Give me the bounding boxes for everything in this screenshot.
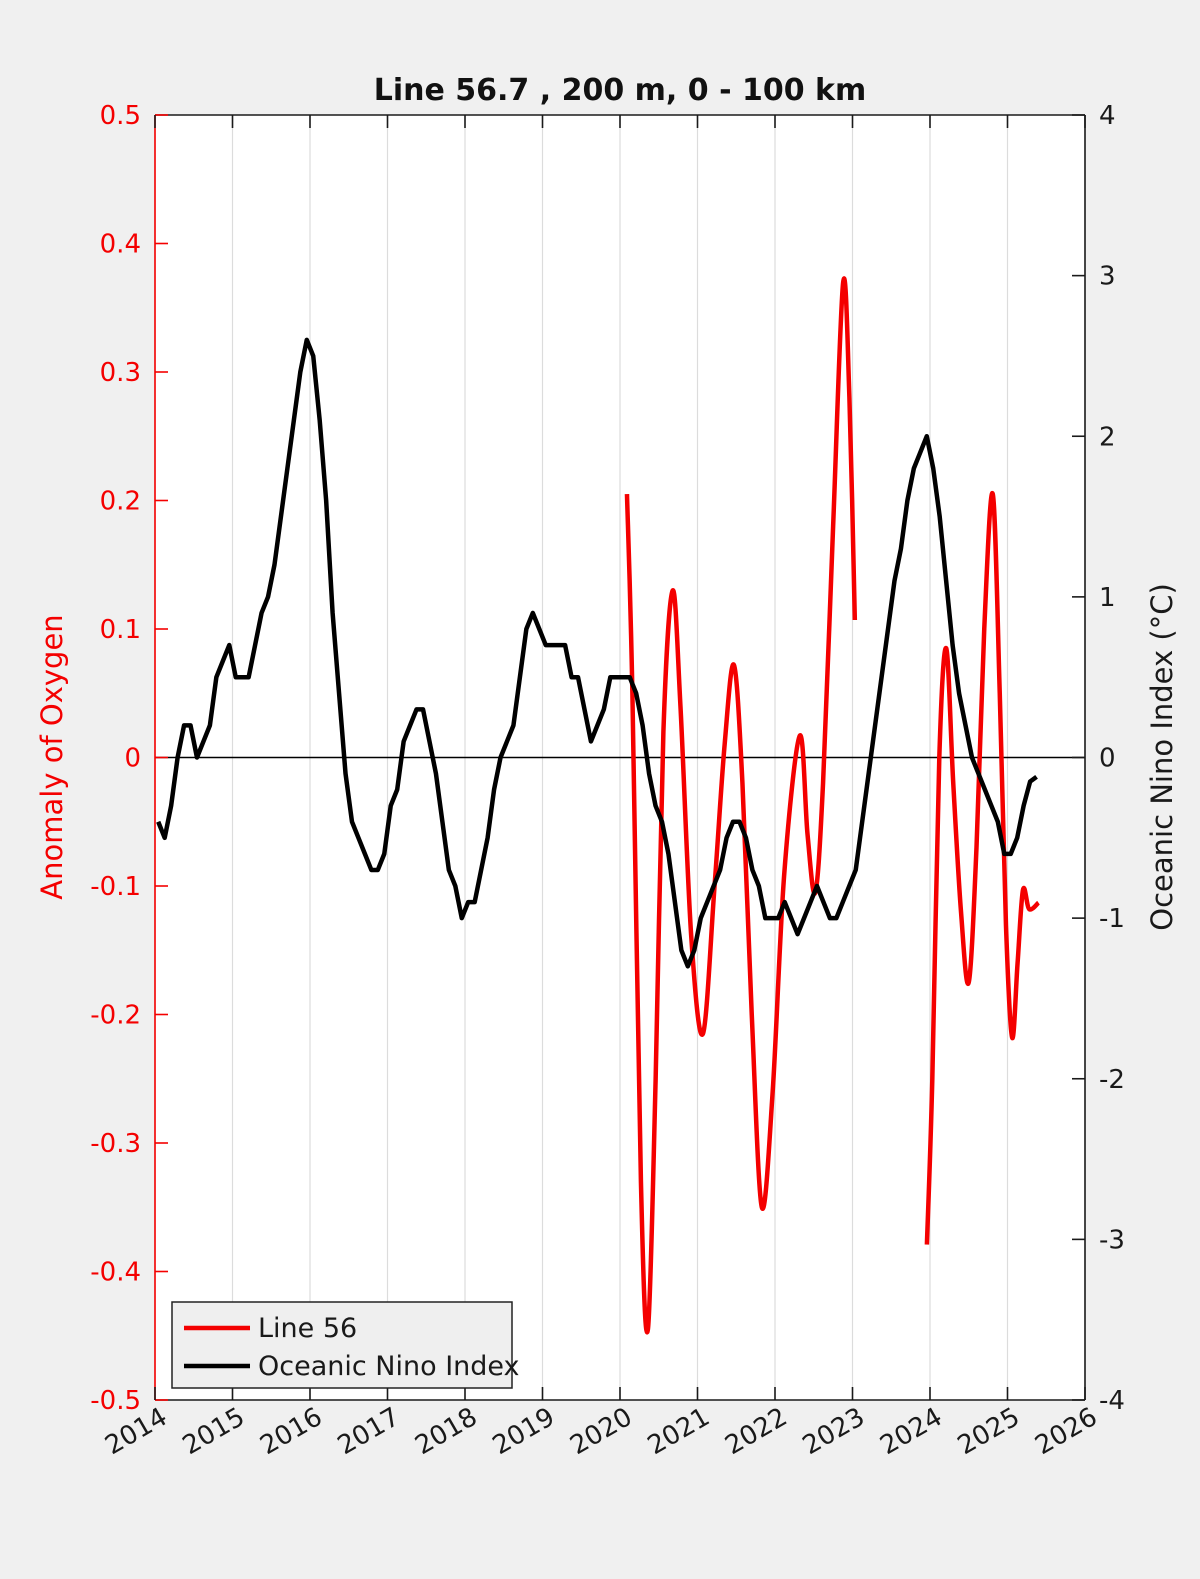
left-tick-label: -0.5: [90, 1386, 141, 1416]
left-tick-label: 0.5: [100, 101, 141, 131]
series-oceanic-nino-index-seg0: [156, 337, 1038, 969]
right-tick-label: -1: [1099, 904, 1125, 934]
series-lines: [156, 276, 1041, 1335]
axis-ticks: [154, 114, 1086, 1401]
right-tick-label: 3: [1099, 262, 1116, 292]
legend-box: [171, 1301, 513, 1389]
left-tick-label: 0.2: [100, 487, 141, 517]
left-tick-label: 0.4: [100, 230, 141, 260]
legend-entry-line56: Line 56: [258, 1313, 357, 1344]
right-tick-label: 4: [1099, 101, 1116, 131]
right-tick-label: -3: [1099, 1225, 1125, 1255]
axis-tick-labels: 0.5 0.4 0.3 0.2 0.1 0 -0.1 -0.2 -0.3 -0.4 -0.5 4 3 2 1…: [90, 101, 1125, 1461]
left-tick-label: -0.2: [90, 1001, 141, 1031]
left-tick-label: -0.1: [90, 872, 141, 902]
legend: Line 56 Oceanic Nino Index: [171, 1301, 520, 1389]
series-line-56-seg0: [624, 276, 858, 1335]
left-y-axis-label: Anomaly of Oxygen: [35, 614, 69, 899]
right-tick-label: -4: [1099, 1386, 1125, 1416]
right-y-axis-label: Oceanic Nino Index (°C): [1145, 583, 1179, 931]
left-tick-label: 0.3: [100, 358, 141, 388]
right-tick-label: -2: [1099, 1065, 1125, 1095]
left-tick-label: -0.3: [90, 1129, 141, 1159]
right-tick-label: 2: [1099, 422, 1116, 452]
right-tick-label: 1: [1099, 583, 1116, 613]
chart-title: Line 56.7 , 200 m, 0 - 100 km: [374, 73, 867, 108]
series-line-56-seg1: [924, 491, 1041, 1245]
left-tick-label: 0.1: [100, 615, 141, 645]
right-tick-label: 0: [1099, 744, 1116, 774]
legend-entry-oni: Oceanic Nino Index: [258, 1351, 520, 1382]
left-tick-label: 0: [124, 744, 141, 774]
left-tick-label: -0.4: [90, 1258, 141, 1288]
